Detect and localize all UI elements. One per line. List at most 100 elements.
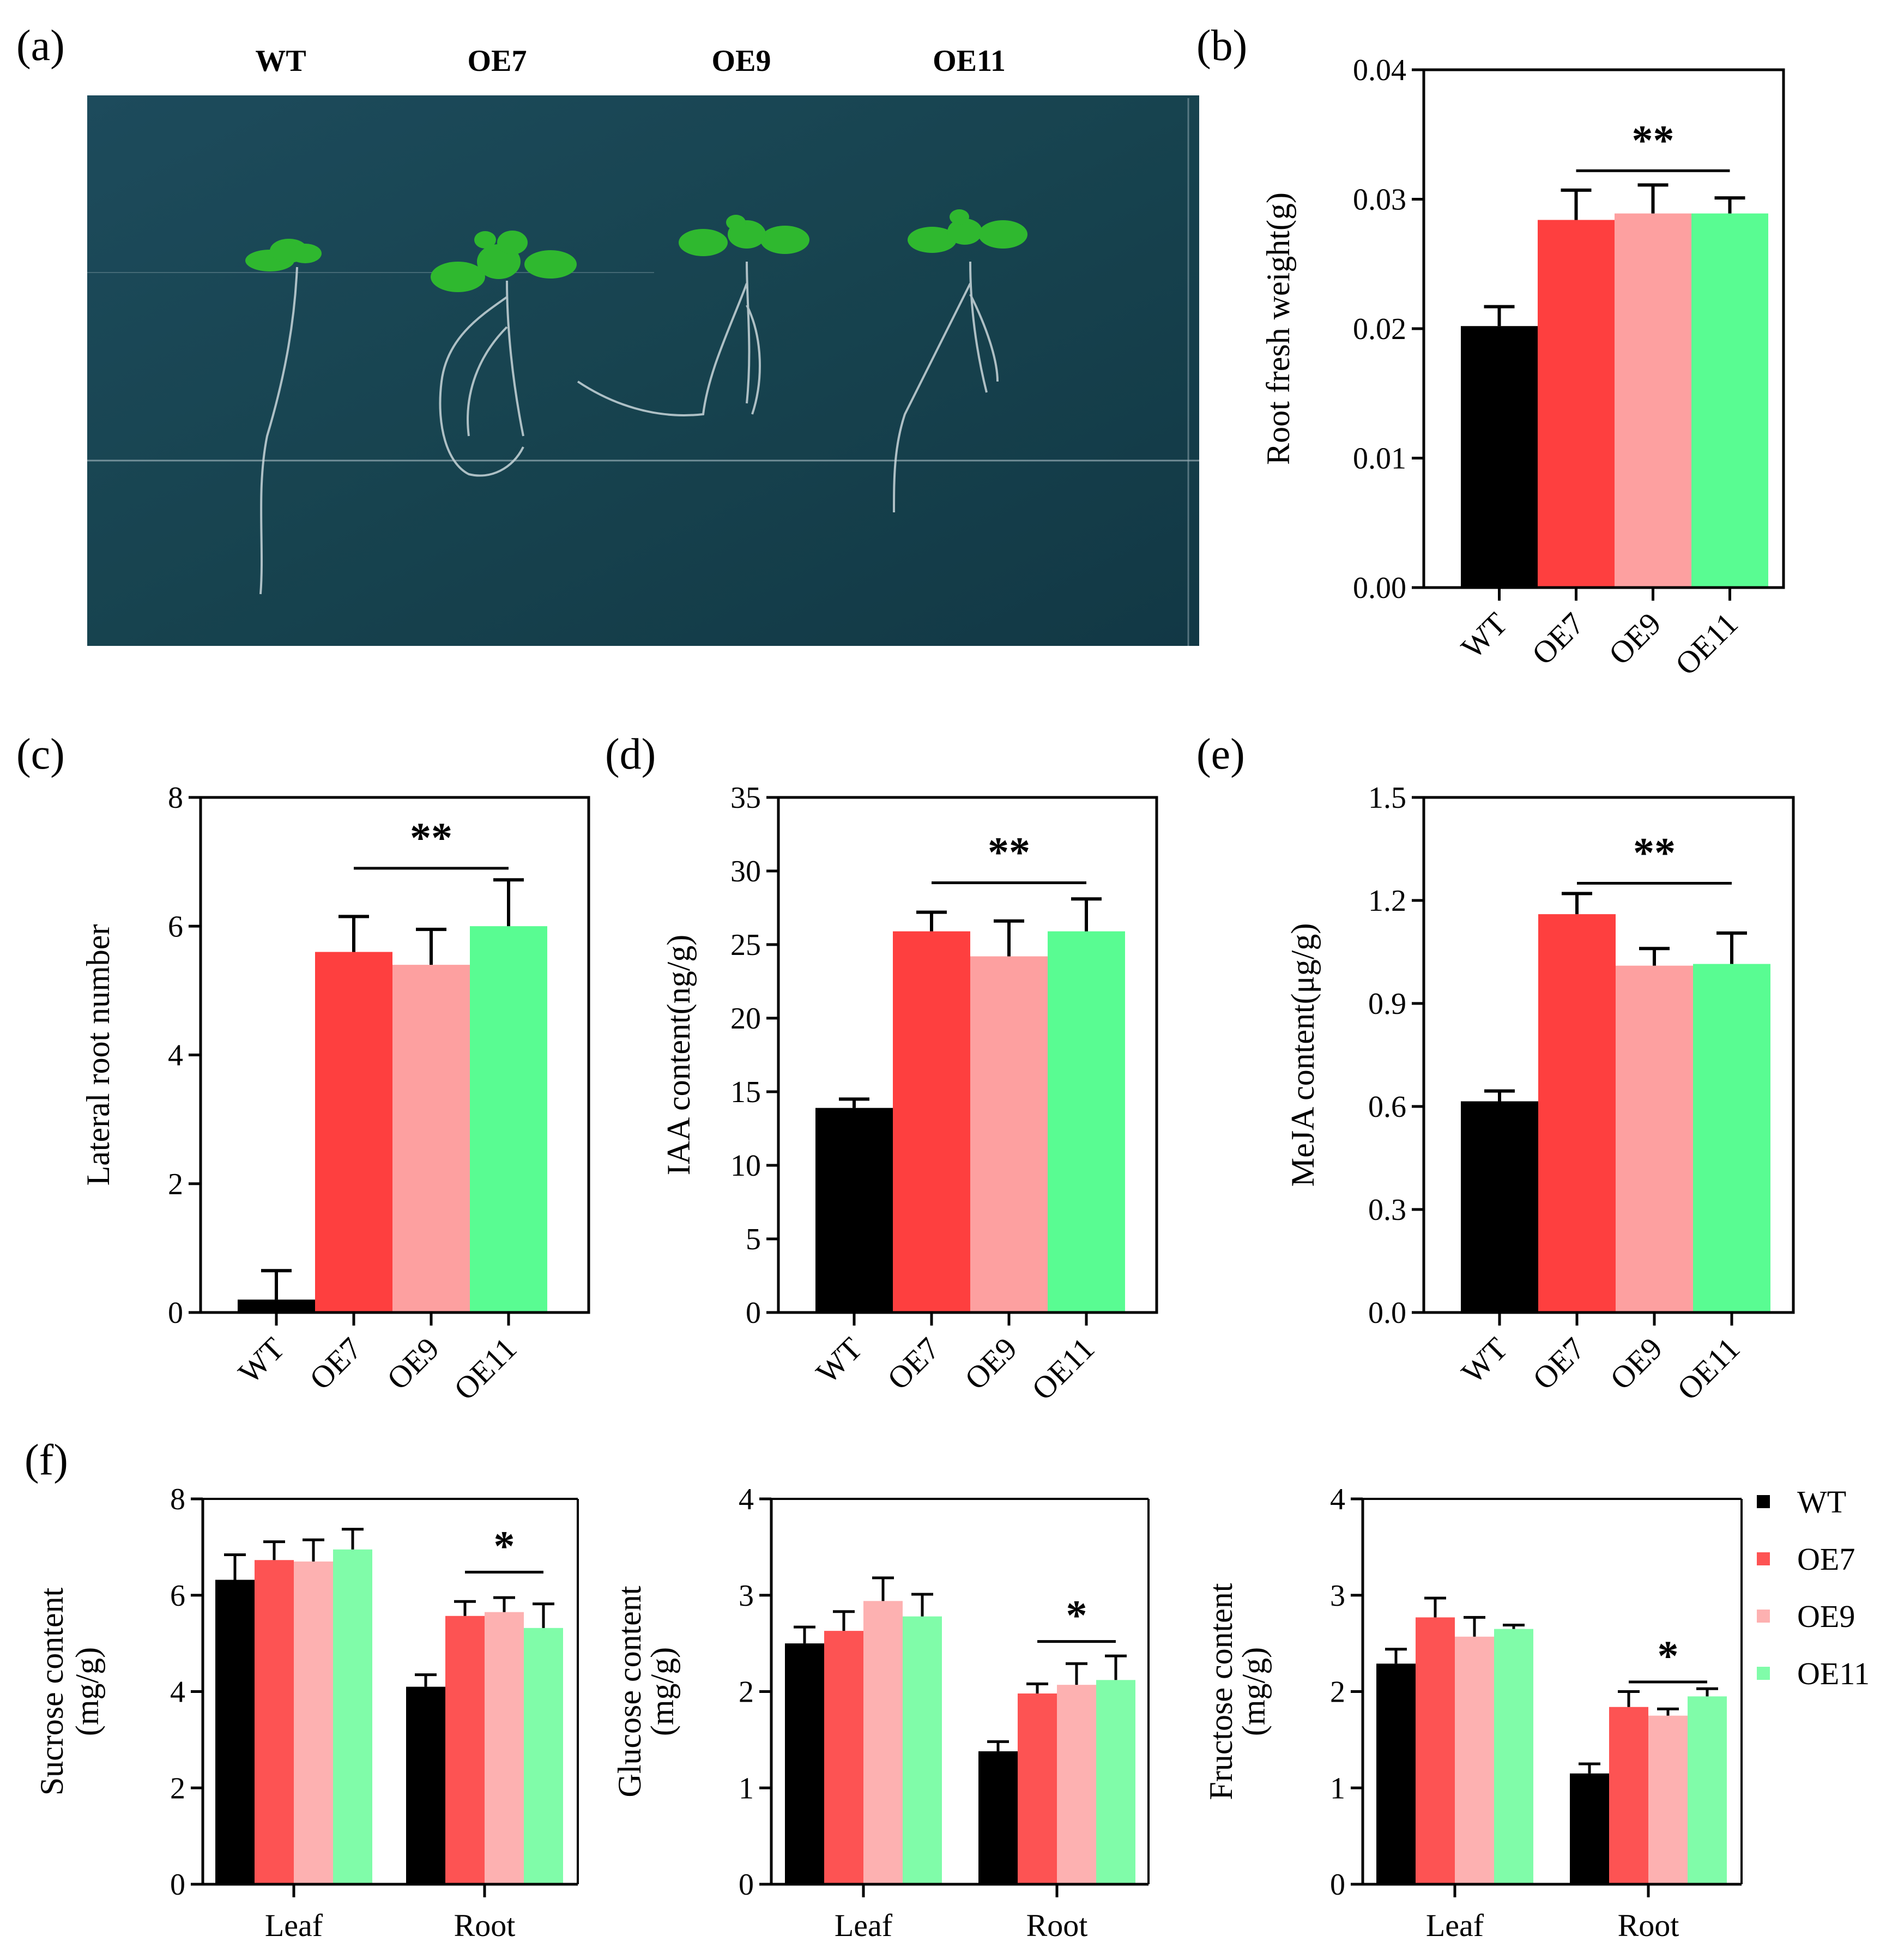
- y-tick-label-e-2: 0.6: [1368, 1090, 1406, 1124]
- y-tick-label-d-2: 10: [730, 1149, 761, 1183]
- panel-a: (a) WT OE7 OE9 OE11: [16, 22, 1199, 646]
- category-label-c-oe7: OE7: [303, 1330, 368, 1396]
- y-axis-title-c: Lateral root number: [80, 924, 116, 1186]
- category-label-b-oe9: OE9: [1602, 606, 1668, 672]
- bar-d-oe11: [1048, 931, 1125, 1312]
- bar-f3-leaf-oe11: [1494, 1629, 1533, 1884]
- y-tick-label-d-7: 35: [730, 781, 761, 815]
- significance-marker-d: **: [988, 828, 1030, 876]
- y-axis-title-e: MeJA content(μg/g): [1285, 923, 1321, 1187]
- panel-label-d: (d): [605, 730, 656, 778]
- y-tick-label-f2-1: 1: [739, 1771, 754, 1805]
- category-label-f1-leaf: Leaf: [265, 1908, 323, 1943]
- seedling-photo: [87, 95, 1199, 646]
- category-label-f1-root: Root: [454, 1908, 516, 1943]
- y-tick-label-f2-0: 0: [739, 1868, 754, 1902]
- plot-frame-d: [777, 796, 1158, 1314]
- legend-label-oe7: OE7: [1797, 1541, 1855, 1577]
- chart-panel-c: (c) WT OE7 OE9 OE11 ** 0 2 4 6 8 Lateral root numbe…: [16, 730, 590, 1407]
- y-tick-label-e-0: 0.0: [1368, 1296, 1406, 1330]
- significance-marker-e: **: [1633, 829, 1676, 876]
- category-label-d-oe9: OE9: [958, 1330, 1024, 1396]
- y-axis-title-f1-line0: Sucrose content: [34, 1587, 70, 1795]
- bar-f2-leaf-oe11: [903, 1616, 942, 1884]
- bar-d-oe7: [893, 931, 970, 1312]
- panel-label-c: (c): [16, 730, 65, 778]
- bar-f1-leaf-oe7: [255, 1560, 294, 1884]
- category-label-f2-root: Root: [1026, 1908, 1088, 1943]
- legend-swatch-wt: [1757, 1495, 1770, 1508]
- bar-f3-leaf-wt: [1376, 1663, 1416, 1884]
- chart-panel-f1: (f) Leaf Root * 0 2 4 6 8 Sucrose content (mg/g): [25, 1436, 579, 1943]
- y-tick-label-f3-0: 0: [1330, 1868, 1345, 1902]
- y-axis-title-f1-line1: (mg/g): [69, 1647, 105, 1736]
- bar-b-oe11: [1691, 213, 1768, 588]
- y-tick-label-c-3: 6: [168, 910, 183, 943]
- category-label-e-oe11: OE11: [1670, 1330, 1746, 1407]
- chart-panel-d: (d) WT OE7 OE9 OE11 ** 0 5 10 15 20 25 30 35 IAA conte…: [605, 730, 1158, 1407]
- y-tick-label-d-0: 0: [746, 1296, 761, 1330]
- y-tick-label-b-4: 0.04: [1353, 53, 1406, 87]
- significance-marker-b: **: [1632, 116, 1675, 164]
- y-tick-label-f2-3: 3: [739, 1579, 754, 1613]
- plant-label-wt: WT: [255, 44, 306, 78]
- bar-f1-leaf-oe11: [333, 1549, 372, 1884]
- y-tick-label-f3-3: 3: [1330, 1579, 1345, 1613]
- y-tick-label-e-3: 0.9: [1368, 987, 1406, 1021]
- charts: (b)WT OE7 OE9 OE11**0.000.010.020.030.04Roo…: [16, 22, 1795, 1943]
- significance-marker-f3: *: [1658, 1632, 1679, 1679]
- y-tick-label-f3-4: 4: [1330, 1483, 1345, 1516]
- chart-panel-e: (e) WT OE7 OE9 OE11 ** 0.0 0.3 0.6 0.9 1.2 1.5 MeJA …: [1196, 730, 1795, 1407]
- bar-f3-leaf-oe9: [1455, 1636, 1494, 1884]
- chart-panel-b: (b) WT OE7 OE9 OE11 ** 0.00 0.01 0.02 0.03 0.04 Roo…: [1196, 22, 1785, 682]
- y-tick-label-f2-2: 2: [739, 1675, 754, 1709]
- y-tick-label-e-5: 1.5: [1368, 781, 1406, 815]
- bar-e-oe7: [1538, 914, 1616, 1312]
- legend-label-oe9: OE9: [1797, 1599, 1855, 1634]
- category-label-b-oe7: OE7: [1525, 606, 1591, 672]
- y-tick-label-f1-3: 6: [170, 1579, 185, 1613]
- plot-frame-e: [1422, 796, 1795, 1314]
- bar-f1-root-oe9: [485, 1612, 524, 1884]
- y-tick-label-f3-1: 1: [1330, 1771, 1345, 1805]
- category-label-e-wt: WT: [1454, 1330, 1514, 1390]
- legend: WT OE7 OE9 OE11: [1757, 1484, 1870, 1691]
- bar-e-wt: [1461, 1101, 1538, 1312]
- bar-f1-root-wt: [406, 1686, 445, 1884]
- y-tick-label-f2-4: 4: [739, 1483, 754, 1516]
- y-tick-label-d-5: 25: [730, 928, 761, 962]
- bar-c-oe7: [315, 952, 392, 1312]
- y-tick-label-c-0: 0: [168, 1296, 183, 1330]
- bar-f3-root-wt: [1570, 1773, 1609, 1884]
- category-label-d-oe11: OE11: [1025, 1330, 1101, 1407]
- y-tick-label-c-4: 8: [168, 781, 183, 815]
- bar-f2-leaf-oe7: [824, 1631, 863, 1884]
- y-axis-title-f2-line1: (mg/g): [644, 1647, 680, 1736]
- legend-label-oe11: OE11: [1797, 1656, 1870, 1691]
- category-label-f2-leaf: Leaf: [835, 1908, 893, 1943]
- y-tick-label-d-4: 20: [730, 1002, 761, 1036]
- legend-swatch-oe11: [1757, 1667, 1770, 1680]
- category-label-b-wt: WT: [1454, 606, 1514, 666]
- panel-label-f1: (f): [25, 1436, 68, 1484]
- category-label-e-oe9: OE9: [1603, 1330, 1669, 1396]
- legend-label-wt: WT: [1797, 1484, 1846, 1520]
- chart-panel-f3: Leaf Root * 0 1 2 3 4 Fructose content(mg/g): [1203, 1483, 1743, 1943]
- y-axis-title-b: Root fresh weight(g): [1260, 192, 1296, 465]
- category-label-d-oe7: OE7: [880, 1330, 946, 1396]
- bar-f3-leaf-oe7: [1416, 1617, 1455, 1884]
- y-tick-label-f3-2: 2: [1330, 1675, 1345, 1709]
- bar-f3-root-oe11: [1688, 1696, 1727, 1884]
- category-label-e-oe7: OE7: [1526, 1330, 1592, 1396]
- y-tick-label-f1-4: 8: [170, 1483, 185, 1516]
- bar-d-oe9: [970, 956, 1048, 1312]
- y-tick-label-c-1: 2: [168, 1167, 183, 1201]
- category-label-c-wt: WT: [231, 1330, 291, 1390]
- panel-label-b: (b): [1196, 22, 1247, 70]
- category-label-b-oe11: OE11: [1669, 606, 1745, 682]
- chart-panel-f2: Leaf Root * 0 1 2 3 4 Glucose content(mg/g): [612, 1483, 1150, 1943]
- significance-marker-f2: *: [1066, 1592, 1087, 1639]
- bar-b-oe9: [1615, 213, 1691, 588]
- y-tick-label-e-4: 1.2: [1368, 884, 1406, 918]
- y-tick-label-b-0: 0.00: [1353, 571, 1406, 605]
